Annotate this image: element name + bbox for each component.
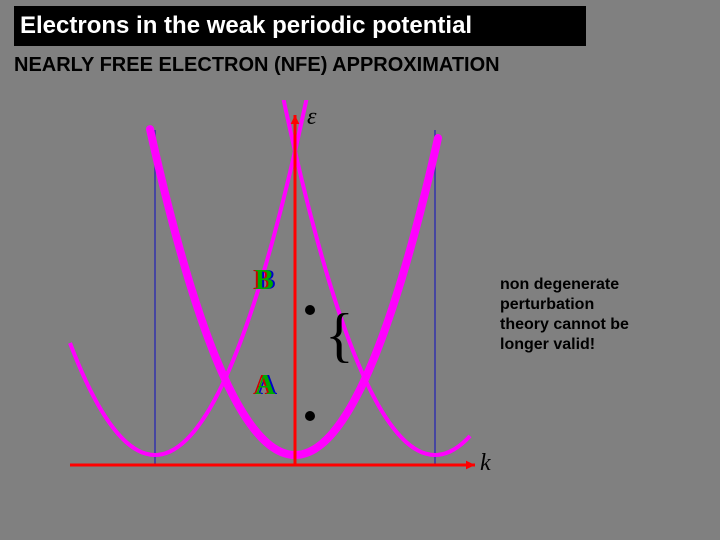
band-diagram-svg (60, 100, 490, 480)
point-B-label: B (255, 265, 273, 297)
side-note: non degenerate perturbation theory canno… (500, 275, 700, 355)
k-axis-label: k (480, 450, 491, 477)
side-note-line4: longer valid! (500, 336, 595, 353)
side-note-line2: perturbation (500, 296, 594, 313)
brace-icon: { (325, 305, 354, 365)
slide-title-band: Electrons in the weak periodic potential (14, 6, 586, 46)
epsilon-axis-label: ε (307, 104, 316, 131)
slide-subtitle: NEARLY FREE ELECTRON (NFE) APPROXIMATION (14, 54, 500, 77)
side-note-line1: non degenerate (500, 276, 619, 293)
side-note-line3: theory cannot be (500, 316, 629, 333)
slide-root: Electrons in the weak periodic potential… (0, 0, 720, 540)
point-A-label: A (255, 370, 274, 402)
slide-title: Electrons in the weak periodic potential (20, 12, 472, 40)
band-diagram: ε k B A { (60, 100, 490, 480)
